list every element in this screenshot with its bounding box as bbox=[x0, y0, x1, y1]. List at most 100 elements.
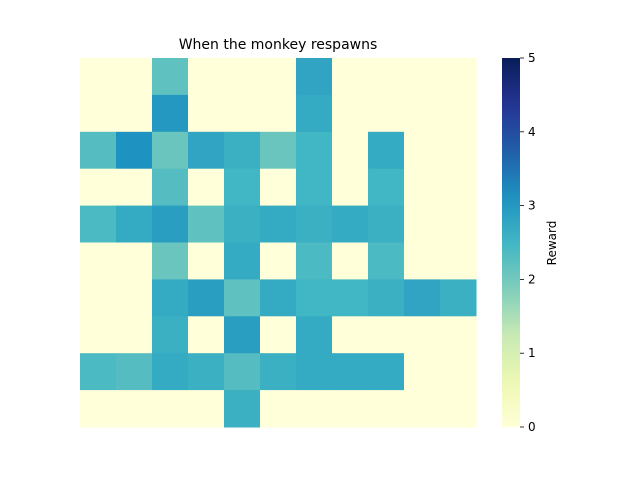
heatmap-cell bbox=[404, 131, 441, 170]
heatmap-cell bbox=[116, 168, 153, 207]
heatmap-cell bbox=[332, 94, 369, 133]
heatmap-cell bbox=[260, 242, 297, 280]
heatmap-cell bbox=[80, 131, 117, 170]
heatmap-cell bbox=[368, 279, 405, 317]
heatmap-cell bbox=[116, 353, 153, 391]
heatmap-cell bbox=[152, 94, 189, 133]
heatmap-cell bbox=[296, 353, 333, 391]
heatmap-cell bbox=[80, 242, 117, 280]
chart-title: When the monkey respawns bbox=[179, 37, 378, 53]
heatmap-cell bbox=[152, 242, 189, 280]
heatmap-cell bbox=[188, 94, 225, 133]
heatmap-cell bbox=[188, 131, 225, 170]
heatmap-cell bbox=[260, 390, 297, 428]
heatmap-cells bbox=[80, 58, 477, 428]
colorbar-tick-label: 0 bbox=[528, 420, 536, 434]
heatmap-cell bbox=[440, 58, 477, 96]
heatmap-cell bbox=[224, 205, 261, 243]
heatmap-cell bbox=[116, 131, 153, 170]
heatmap-cell bbox=[440, 279, 477, 317]
heatmap-cell bbox=[152, 168, 189, 207]
heatmap-cell bbox=[188, 168, 225, 207]
heatmap-cell bbox=[440, 94, 477, 133]
heatmap-cell bbox=[296, 131, 333, 170]
heatmap-cell bbox=[440, 242, 477, 280]
heatmap-cell bbox=[188, 390, 225, 428]
heatmap-cell bbox=[80, 390, 117, 428]
heatmap-cell bbox=[152, 390, 189, 428]
heatmap-cell bbox=[332, 353, 369, 391]
colorbar-tick-label: 1 bbox=[528, 346, 536, 360]
heatmap-cell bbox=[296, 168, 333, 207]
heatmap-cell bbox=[404, 390, 441, 428]
heatmap-cell bbox=[260, 205, 297, 243]
heatmap-cell bbox=[332, 58, 369, 96]
colorbar-tick-label: 3 bbox=[528, 199, 536, 213]
heatmap-cell bbox=[332, 168, 369, 207]
heatmap-cell bbox=[116, 205, 153, 243]
heatmap-cell bbox=[296, 390, 333, 428]
heatmap-cell bbox=[224, 390, 261, 428]
heatmap-cell bbox=[152, 353, 189, 391]
heatmap-cell bbox=[440, 168, 477, 207]
heatmap-cell bbox=[224, 94, 261, 133]
colorbar-gradient bbox=[502, 58, 520, 427]
heatmap-cell bbox=[368, 205, 405, 243]
heatmap-cell bbox=[80, 279, 117, 317]
heatmap-cell bbox=[368, 131, 405, 170]
heatmap-cell bbox=[368, 168, 405, 207]
heatmap-cell bbox=[404, 242, 441, 280]
heatmap-cell bbox=[116, 316, 153, 354]
heatmap-cell bbox=[224, 168, 261, 207]
heatmap-cell bbox=[116, 390, 153, 428]
heatmap-cell bbox=[224, 58, 261, 96]
heatmap-cell bbox=[404, 168, 441, 207]
heatmap-cell bbox=[404, 205, 441, 243]
heatmap-cell bbox=[368, 316, 405, 354]
heatmap-cell bbox=[188, 279, 225, 317]
heatmap-cell bbox=[224, 316, 261, 354]
heatmap-cell bbox=[260, 279, 297, 317]
heatmap-cell bbox=[188, 242, 225, 280]
heatmap-cell bbox=[332, 390, 369, 428]
heatmap-cell bbox=[296, 316, 333, 354]
heatmap-cell bbox=[80, 58, 117, 96]
heatmap-cell bbox=[440, 205, 477, 243]
heatmap-cell bbox=[368, 242, 405, 280]
heatmap-cell bbox=[224, 279, 261, 317]
heatmap-cell bbox=[296, 58, 333, 96]
heatmap-cell bbox=[152, 316, 189, 354]
heatmap-cell bbox=[296, 242, 333, 280]
colorbar: 0 1 2 3 4 5 Reward bbox=[502, 51, 559, 434]
heatmap-cell bbox=[224, 131, 261, 170]
heatmap-cell bbox=[440, 131, 477, 170]
heatmap-cell bbox=[188, 353, 225, 391]
heatmap-cell bbox=[80, 316, 117, 354]
colorbar-tick-label: 5 bbox=[528, 51, 536, 65]
heatmap-cell bbox=[152, 279, 189, 317]
heatmap-cell bbox=[188, 316, 225, 354]
heatmap-cell bbox=[296, 205, 333, 243]
heatmap-cell bbox=[404, 316, 441, 354]
heatmap-cell bbox=[260, 316, 297, 354]
heatmap-cell bbox=[260, 353, 297, 391]
heatmap-cell bbox=[368, 353, 405, 391]
heatmap-cell bbox=[368, 390, 405, 428]
heatmap-cell bbox=[80, 205, 117, 243]
heatmap-cell bbox=[224, 353, 261, 391]
heatmap-cell bbox=[80, 168, 117, 207]
heatmap-cell bbox=[332, 242, 369, 280]
heatmap-cell bbox=[404, 353, 441, 391]
heatmap-cell bbox=[368, 94, 405, 133]
heatmap-cell bbox=[260, 58, 297, 96]
heatmap-cell bbox=[332, 279, 369, 317]
heatmap-cell bbox=[188, 58, 225, 96]
heatmap-cell bbox=[260, 94, 297, 133]
heatmap-cell bbox=[152, 205, 189, 243]
heatmap-cell bbox=[116, 279, 153, 317]
heatmap-cell bbox=[440, 390, 477, 428]
heatmap-cell bbox=[260, 131, 297, 170]
heatmap-cell bbox=[332, 316, 369, 354]
colorbar-tick-label: 4 bbox=[528, 125, 536, 139]
